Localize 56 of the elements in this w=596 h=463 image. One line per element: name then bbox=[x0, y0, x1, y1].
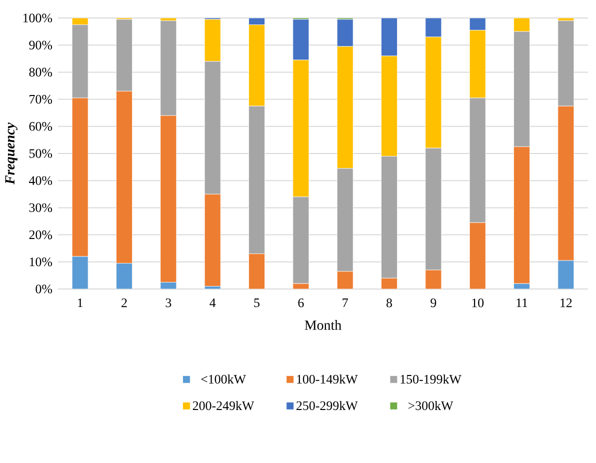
y-tick-label: 100% bbox=[23, 14, 52, 22]
y-tick-label: 80% bbox=[29, 68, 52, 77]
bar bbox=[72, 256, 88, 290]
bar bbox=[248, 24, 265, 106]
y-tick-label: 0% bbox=[36, 284, 52, 294]
bar bbox=[336, 46, 354, 169]
bar bbox=[469, 18, 486, 30]
legend-label: >300kW bbox=[408, 400, 454, 410]
x-tick-label: 3 bbox=[166, 298, 172, 308]
bar bbox=[381, 56, 398, 156]
y-tick-label: 50% bbox=[29, 149, 52, 158]
bar bbox=[292, 60, 310, 198]
x-tick-label: 8 bbox=[386, 298, 392, 308]
bar bbox=[204, 19, 221, 62]
x-tick-label: 6 bbox=[298, 298, 304, 308]
x-tick-label: 12 bbox=[560, 298, 572, 308]
bar bbox=[381, 18, 398, 56]
x-tick-label: 2 bbox=[122, 298, 127, 308]
bar bbox=[72, 98, 88, 257]
x-tick-label: 5 bbox=[254, 298, 260, 308]
y-tick-label: 20% bbox=[29, 230, 52, 240]
y-tick-label: 90% bbox=[29, 40, 52, 50]
legend-label: 150-199kW bbox=[400, 374, 462, 384]
x-tick-label: 10 bbox=[472, 298, 484, 308]
legend-label: 200-249kW bbox=[192, 400, 254, 410]
bar bbox=[425, 36, 442, 148]
x-tick-label: 9 bbox=[430, 298, 436, 308]
bar bbox=[292, 19, 310, 60]
x-tick-label: 1 bbox=[78, 298, 83, 308]
bar bbox=[558, 260, 574, 290]
bar bbox=[425, 18, 442, 38]
bar bbox=[514, 146, 530, 284]
y-tick-label: 30% bbox=[29, 203, 52, 212]
bar bbox=[248, 254, 265, 290]
bar bbox=[469, 30, 486, 98]
bar bbox=[204, 194, 221, 286]
y-tick-label: 40% bbox=[28, 176, 52, 185]
bar bbox=[469, 222, 486, 290]
legend-label: 250-299kW bbox=[296, 400, 358, 410]
bar bbox=[336, 271, 354, 290]
x-tick-label: 7 bbox=[342, 298, 348, 307]
bar bbox=[116, 90, 132, 264]
x-axis-title: Month bbox=[304, 320, 342, 330]
bar bbox=[116, 263, 132, 290]
y-axis-title: Frequency bbox=[5, 122, 18, 185]
y-tick-label: 60% bbox=[29, 122, 52, 131]
legend-label: 100-149kW bbox=[297, 374, 358, 384]
y-tick-label: 70% bbox=[30, 94, 52, 104]
y-tick-label: 10% bbox=[30, 258, 52, 266]
legend-label: <100kW bbox=[201, 374, 246, 384]
bar bbox=[425, 270, 442, 290]
x-tick-label: 4 bbox=[210, 298, 216, 308]
bar bbox=[160, 115, 177, 282]
bar bbox=[336, 19, 354, 47]
x-tick-label: 11 bbox=[516, 298, 528, 308]
bar bbox=[558, 106, 574, 261]
